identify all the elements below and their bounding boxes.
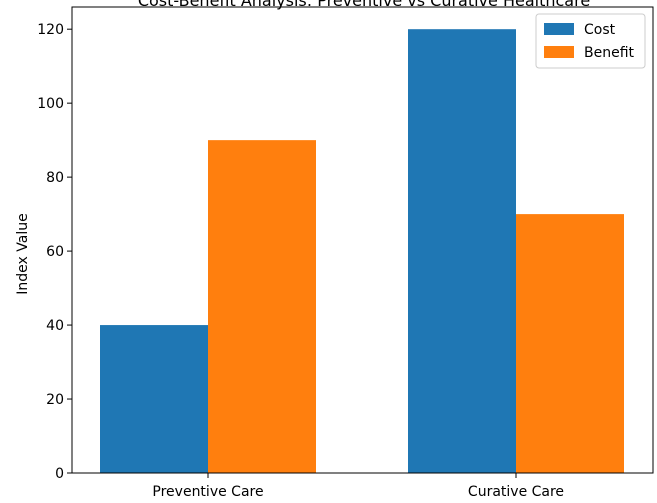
bar-cost-1 xyxy=(408,29,516,473)
bar-cost-0 xyxy=(100,325,208,473)
bar-benefit-0 xyxy=(208,140,316,473)
y-tick-label: 0 xyxy=(55,466,64,482)
legend: Cost Benefit xyxy=(535,13,646,69)
legend-label-benefit: Benefit xyxy=(584,45,635,61)
y-axis-label: Index Value xyxy=(15,213,31,294)
plot-area: 0 20 40 60 80 100 120 Preventive Care Curative C… xyxy=(37,6,654,500)
y-tick-label: 20 xyxy=(46,392,64,408)
y-tick-label: 100 xyxy=(37,96,64,112)
bar-benefit-1 xyxy=(516,214,624,473)
legend-swatch-benefit xyxy=(544,46,574,58)
legend-label-cost: Cost xyxy=(584,22,616,38)
y-tick-label: 60 xyxy=(46,244,64,260)
plot-frame xyxy=(71,6,654,474)
y-tick-label: 120 xyxy=(37,22,64,38)
x-tick-label: Curative Care xyxy=(468,484,564,499)
y-tick-label: 80 xyxy=(46,170,64,186)
chart-title: Cost-Benefit Analysis: Preventive vs Cur… xyxy=(138,0,590,10)
legend-swatch-cost xyxy=(544,23,574,35)
y-tick-label: 40 xyxy=(46,318,64,334)
x-tick-label: Preventive Care xyxy=(152,484,263,499)
